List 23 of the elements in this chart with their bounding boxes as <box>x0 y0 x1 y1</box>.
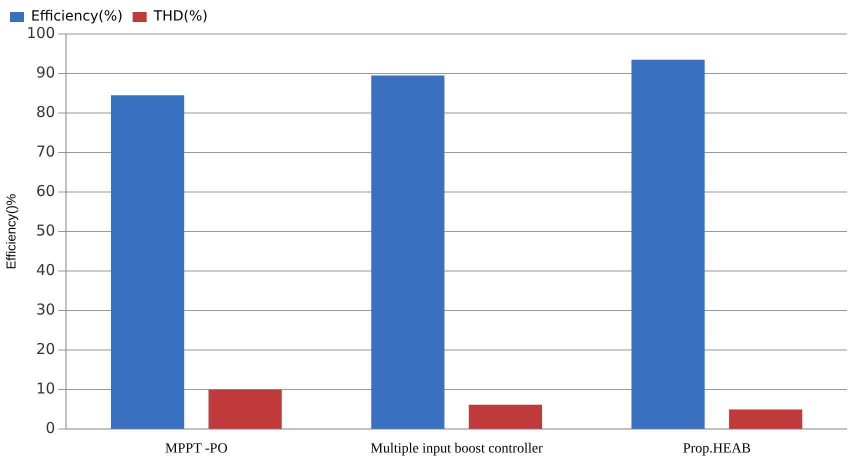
y-tick-label: 80 <box>36 102 56 121</box>
y-tick-label: 0 <box>46 419 56 438</box>
y-tick-label: 20 <box>36 340 56 358</box>
bar <box>110 95 184 429</box>
x-tick-label: MPPT -PO <box>165 441 228 456</box>
bar <box>729 409 802 429</box>
bar <box>208 390 282 429</box>
bar <box>631 60 705 429</box>
bar <box>468 404 542 429</box>
bar <box>371 75 444 429</box>
y-tick-label: 30 <box>36 300 56 319</box>
x-tick-label: Prop.HEAB <box>682 441 751 456</box>
y-tick-label: 40 <box>36 261 56 280</box>
y-tick-label: 60 <box>36 182 56 200</box>
y-tick-label: 10 <box>36 380 56 398</box>
y-axis-title: Efficiency()% <box>3 193 18 270</box>
y-tick-label: 90 <box>36 63 56 82</box>
legend-label: Efficiency(%) <box>31 8 123 25</box>
y-tick-label: 70 <box>36 142 56 160</box>
x-tick-label: Multiple input boost controller <box>370 441 544 456</box>
y-tick-label: 100 <box>26 24 56 42</box>
y-tick-label: 50 <box>36 221 56 240</box>
legend-label: THD(%) <box>152 8 208 25</box>
